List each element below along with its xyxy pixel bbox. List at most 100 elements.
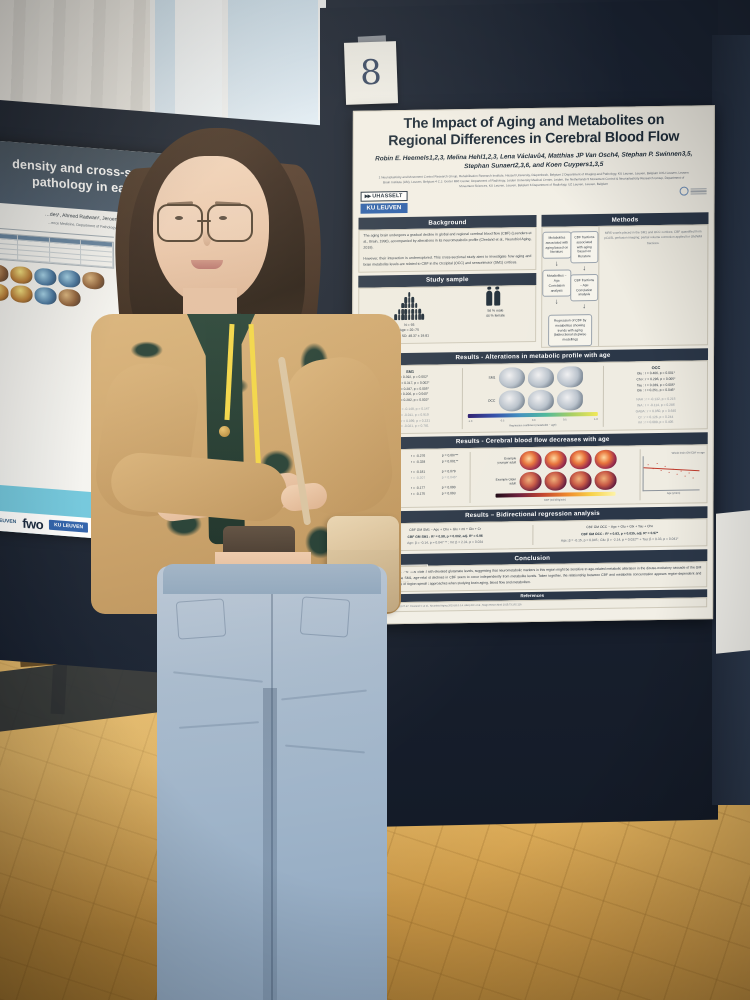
shoulder-bag-flap: [327, 516, 399, 550]
jeans-pocket-left: [175, 598, 227, 640]
background-panel: The aging brain undergoes a gradual decl…: [358, 227, 537, 273]
brain-axial-occ: [498, 389, 525, 412]
poster-number-card: 8: [343, 41, 399, 105]
methods-box-metabolites-age: Metabolites ~ Age Correlation analysis: [542, 269, 572, 298]
brain-sagittal-occ: [556, 388, 583, 411]
arrow-down-icon: ↓: [555, 260, 559, 268]
cbar-tick: 0.5: [563, 418, 567, 422]
scatter-axes: [642, 455, 700, 492]
arrow-down-icon-2: ↓: [554, 298, 559, 306]
methods-flow-col-2: CBF fractions associated with aging base…: [570, 231, 599, 311]
cbf-brain-old-3: [569, 470, 592, 491]
cbar-tick: 1.0: [594, 417, 598, 421]
background-paragraph-1: The aging brain undergoes a gradual decl…: [363, 231, 532, 250]
brain-row-sm1: SM1: [483, 365, 583, 389]
poster-main-columns: Background The aging brain undergoes a g…: [353, 212, 713, 351]
arrow-down-icon-3: ↓: [582, 265, 587, 273]
cbf-colorbar: [495, 491, 616, 498]
metabolic-colorbar-caption: Regression coefficient (metabolite ~ age…: [509, 423, 557, 428]
cbf-scatter-plot: Whole brain GM CBF vs age Age (years): [641, 448, 707, 500]
cbf-p: p = 0.001**: [441, 459, 459, 464]
regression-beta-occ: Age: β = -0.15, p = 0.045 ; Glu: β = -2.…: [560, 537, 679, 544]
methods-side-note: MRS voxels placed in the SM1 and OCC cor…: [604, 229, 703, 245]
brain-row-occ: OCC: [483, 388, 583, 412]
cbf-row-label-young: Example younger adult: [497, 456, 517, 465]
cbf-brain-row-young: Example younger adult: [494, 449, 617, 471]
methods-box-regression: Regression of CBF by metabolites showing…: [548, 314, 593, 347]
glasses-right-lens: [207, 204, 253, 242]
metabolic-colorbar: [467, 411, 598, 418]
results-cbf-section: Results - Cerebral blood flow decreases …: [353, 429, 713, 509]
male-female-icon: [485, 290, 505, 306]
background-paragraph-2: However, their interaction is underexplo…: [363, 254, 532, 267]
regression-columns: CBF GM SM1 ~ Age + Cho + Glx + mI + Glx …: [358, 519, 706, 551]
people-pyramid-icon: [390, 291, 430, 320]
methods-flow: Metabolites associated with aging based …: [542, 227, 599, 347]
occ-stat: Glx : r = 0.251, p = 0.046*: [637, 388, 675, 393]
cbf-r: r = -0.175: [410, 492, 426, 497]
jeans-waistband: [163, 564, 381, 594]
results-divider-1: [461, 367, 463, 430]
regression-col-occ: CBF GM OCC ~ Age + Glu + Glx + Tau + Cho…: [537, 522, 703, 545]
methods-box-cbf-fractions: CBF fractions associated with aging base…: [570, 231, 599, 264]
partner-logo-icon: [679, 186, 689, 197]
brain-row-label-occ: OCC: [487, 398, 496, 403]
brain-row-label-sm1: SM1: [488, 375, 496, 380]
sample-female-pct: 44 % female: [485, 313, 505, 319]
arrow-down-icon-4: ↓: [582, 303, 586, 311]
right-edge-poster: [716, 510, 750, 654]
cbar-tick: -0.5: [499, 419, 505, 423]
metabolic-colorbar-ticks: -1.0 -0.5 0.0 0.5 1.0: [468, 418, 598, 423]
cbf-colorbar-caption: CBF (ml/100g/min): [544, 498, 566, 502]
nose: [203, 230, 211, 246]
cbf-brain-row-old: Example Older adult: [494, 470, 617, 492]
poster-board-right: [712, 35, 750, 805]
cbf-brain-old-2: [544, 471, 567, 491]
cbf-brain-young-3: [569, 449, 592, 470]
partner-logo-bars: [690, 188, 707, 195]
cbf-scatter-xlabel: Age (years): [666, 491, 681, 495]
metabolic-brain-maps: SM1 OCC -1.0: [467, 365, 599, 429]
results-metabolic-section: Results - Alterations in metabolic profi…: [353, 345, 713, 435]
results-metabolic-panel: SM1 Cr : r = 0.392, p = 0.002* Cho : r =…: [357, 359, 709, 435]
cbf-brain-young-1: [519, 450, 542, 471]
cbf-brain-young-2: [544, 450, 567, 470]
cbf-brain-young-4: [594, 449, 617, 469]
poster-authors: Robin E. Heemels1,2,3, Melina Hehl1,2,3,…: [375, 149, 693, 170]
partner-logo: [679, 186, 707, 197]
cbf-brain-maps: Example younger adult Example Older adul…: [471, 449, 640, 503]
results-regression-section: Results – Bidirectional regression analy…: [352, 503, 712, 553]
cbf-p: p = 0.093: [441, 491, 456, 496]
regression-divider: [531, 524, 533, 546]
ku-leuven-logo-left: KU LEUVEN: [49, 519, 89, 533]
cbf-r: r = -0.328: [411, 459, 426, 464]
main-poster[interactable]: The Impact of Aging and Metabolites on R…: [351, 105, 715, 625]
methods-flow-col-1: Metabolites associated with aging based …: [542, 231, 572, 311]
main-poster-header: The Impact of Aging and Metabolites on R…: [354, 106, 714, 215]
poster-column-right: Methods Metabolites associated with agin…: [541, 212, 709, 348]
occ-stats-heading: OCC: [651, 364, 661, 370]
results-metabolic-row: SM1 Cr : r = 0.392, p = 0.002* Cho : r =…: [359, 361, 707, 434]
poster-logo-row: ▶▶ UHASSELT KU LEUVEN: [360, 186, 707, 215]
cbf-r: r = -0.207: [410, 475, 426, 481]
jeans-pocket-right: [299, 596, 351, 638]
methods-box-cbf-age: CBF fractions ~ Age Correlation analysis: [570, 273, 599, 302]
brain-sagittal-sm1: [556, 365, 583, 388]
uz-leuven-logo: UZ LEUVEN: [0, 517, 17, 525]
cbar-tick: 0.0: [531, 418, 536, 422]
methods-box-metabolites: Metabolites associated with aging based …: [542, 231, 572, 260]
occ-stat-ns: mI : r = 0.089, p = 0.405: [638, 420, 674, 425]
glasses-left-lens: [157, 204, 203, 242]
occ-stats-block: OCC Glu : r = 0.406, p = 0.001* Cho : r …: [608, 364, 704, 427]
results-divider-2: [602, 365, 604, 427]
cbf-p: p = 0.046*: [441, 475, 457, 480]
sample-sex-figure: 56 % male 44 % female: [486, 290, 505, 320]
fwo-logo: fwo: [22, 515, 44, 532]
cardigan-button: [219, 426, 230, 437]
jeans-inner-leg: [263, 688, 277, 1000]
methods-flow-top: Metabolites associated with aging based …: [542, 227, 599, 315]
cbar-tick: -1.0: [467, 419, 473, 423]
brain-coronal-occ: [527, 389, 554, 411]
mouth: [191, 260, 223, 269]
